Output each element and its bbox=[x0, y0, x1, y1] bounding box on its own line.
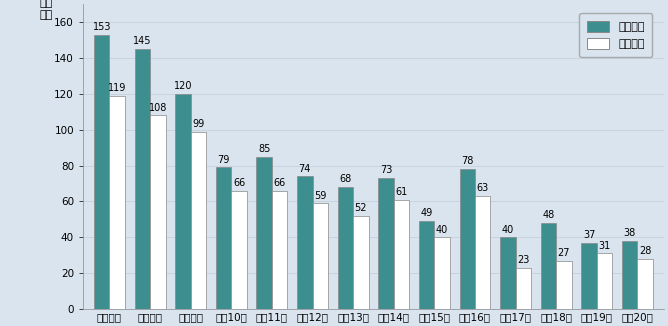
Legend: 木建全体, 墜落災害: 木建全体, 墜落災害 bbox=[579, 13, 653, 57]
Text: 38: 38 bbox=[624, 228, 636, 238]
Bar bbox=[460, 169, 475, 309]
Bar bbox=[500, 237, 516, 309]
Bar bbox=[135, 49, 150, 309]
Bar bbox=[556, 260, 572, 309]
Text: 66: 66 bbox=[273, 178, 286, 188]
Bar bbox=[597, 253, 613, 309]
Text: 37: 37 bbox=[583, 230, 595, 240]
Bar bbox=[581, 243, 597, 309]
Text: 79: 79 bbox=[217, 155, 230, 165]
Bar bbox=[637, 259, 653, 309]
Text: 27: 27 bbox=[558, 248, 570, 258]
Bar bbox=[475, 196, 490, 309]
Bar bbox=[257, 156, 272, 309]
Bar bbox=[378, 178, 393, 309]
Bar bbox=[94, 35, 110, 309]
Bar bbox=[175, 94, 190, 309]
Text: 120: 120 bbox=[174, 81, 192, 91]
Text: 85: 85 bbox=[258, 144, 271, 154]
Text: 23: 23 bbox=[517, 255, 530, 265]
Bar bbox=[190, 131, 206, 309]
Bar bbox=[150, 115, 166, 309]
Text: 153: 153 bbox=[92, 22, 111, 32]
Text: 31: 31 bbox=[599, 241, 611, 251]
Text: 74: 74 bbox=[299, 164, 311, 174]
Text: 28: 28 bbox=[639, 246, 651, 256]
Bar bbox=[434, 237, 450, 309]
Text: 48: 48 bbox=[542, 210, 554, 220]
Text: 40: 40 bbox=[502, 225, 514, 235]
Bar bbox=[393, 200, 409, 309]
Bar bbox=[419, 221, 434, 309]
Text: 61: 61 bbox=[395, 187, 407, 197]
Text: 52: 52 bbox=[355, 203, 367, 213]
Bar bbox=[110, 96, 125, 309]
Bar bbox=[516, 268, 531, 309]
Text: 145: 145 bbox=[133, 36, 152, 46]
Text: 68: 68 bbox=[339, 174, 351, 185]
Bar bbox=[272, 191, 287, 309]
Text: 40: 40 bbox=[436, 225, 448, 235]
Bar bbox=[216, 167, 231, 309]
Text: 119: 119 bbox=[108, 83, 126, 93]
Text: 73: 73 bbox=[380, 165, 392, 175]
Bar bbox=[541, 223, 556, 309]
Bar bbox=[313, 203, 328, 309]
Text: 49: 49 bbox=[421, 209, 433, 218]
Bar bbox=[297, 176, 313, 309]
Text: 63: 63 bbox=[476, 184, 489, 193]
Bar bbox=[353, 216, 369, 309]
Bar bbox=[231, 191, 246, 309]
Text: 108: 108 bbox=[148, 103, 167, 113]
Bar bbox=[338, 187, 353, 309]
Text: 66: 66 bbox=[233, 178, 245, 188]
Y-axis label: 災害
件数: 災害 件数 bbox=[39, 0, 53, 20]
Bar bbox=[622, 241, 637, 309]
Text: 59: 59 bbox=[314, 191, 327, 200]
Text: 78: 78 bbox=[461, 156, 474, 167]
Text: 99: 99 bbox=[192, 119, 204, 129]
